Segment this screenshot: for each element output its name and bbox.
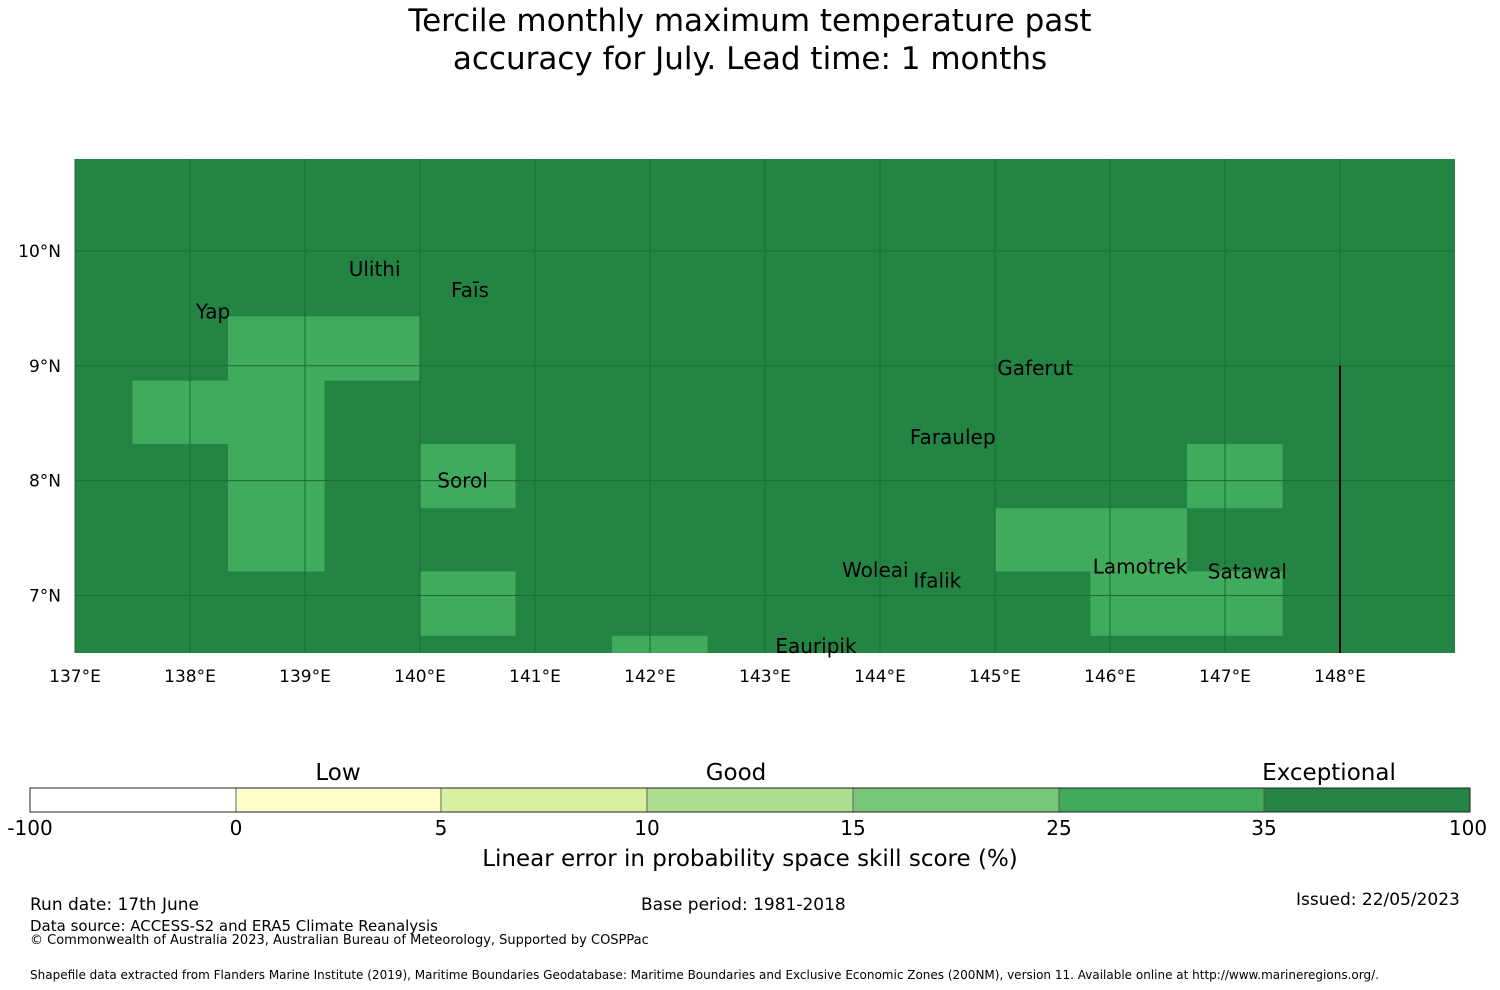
colorbar-tick-label: 5 [434, 816, 448, 840]
place-label: Ifalik [913, 568, 961, 592]
colorbar-tick-label: 15 [840, 816, 866, 840]
shapefile-credit: Shapefile data extracted from Flanders M… [30, 968, 1379, 982]
colorbar-tick-label: 35 [1251, 816, 1277, 840]
colorbar-segment [235, 787, 442, 813]
map-title: Tercile monthly maximum temperature past… [0, 2, 1500, 78]
skill-cell [1090, 571, 1283, 636]
skill-cell [612, 635, 708, 653]
colorbar-segment [1058, 787, 1265, 813]
colorbar-tick-label: 10 [634, 816, 660, 840]
title-line-1: Tercile monthly maximum temperature past [408, 3, 1092, 39]
skill-cell [132, 380, 228, 444]
colorbar-segment [440, 787, 648, 813]
colorbar-segment [1263, 787, 1471, 813]
colorbar-tick-label: 100 [1448, 816, 1488, 840]
skill-cell [995, 508, 1188, 572]
latitude-tick-label: 8°N [29, 472, 61, 492]
data-source: Data source: ACCESS-S2 and ERA5 Climate … [30, 917, 438, 935]
longitude-tick-label: 141°E [509, 667, 561, 687]
colorbar-segment [646, 787, 854, 813]
place-label: Faraulep [910, 425, 996, 449]
place-label: Eauripik [775, 634, 857, 658]
longitude-tick-label: 137°E [49, 667, 101, 687]
place-label: Woleai [842, 558, 909, 582]
place-label: Sorol [437, 469, 488, 493]
colorbar-axis-label: Linear error in probability space skill … [482, 846, 1018, 872]
skill-cell [227, 380, 325, 572]
place-label: Lamotrek [1093, 555, 1188, 579]
run-date: Run date: 17th June [30, 895, 199, 915]
longitude-tick-label: 145°E [969, 667, 1021, 687]
colorbar-caption-good: Good [705, 760, 767, 786]
colorbar-caption-low: Low [315, 760, 361, 786]
longitude-tick-label: 147°E [1199, 667, 1251, 687]
latitude-tick-label: 7°N [29, 587, 61, 607]
colorbar-caption-exceptional: Exceptional [1262, 760, 1396, 786]
issued-date: Issued: 22/05/2023 [1296, 890, 1460, 910]
title-line-2: accuracy for July. Lead time: 1 months [452, 41, 1048, 77]
place-label: Gaferut [997, 356, 1073, 380]
longitude-tick-label: 140°E [394, 667, 446, 687]
colorbar-frame [29, 787, 1471, 813]
longitude-tick-label: 146°E [1084, 667, 1136, 687]
longitude-tick-label: 138°E [164, 667, 216, 687]
skill-cell [420, 571, 516, 636]
colorbar-segment [29, 787, 237, 813]
latitude-tick-label: 10°N [18, 242, 61, 262]
colorbar-tick-label: 25 [1046, 816, 1072, 840]
colorbar-tick-label: -100 [7, 816, 53, 840]
longitude-tick-label: 144°E [854, 667, 906, 687]
copyright-notice: © Commonwealth of Australia 2023, Austra… [30, 933, 649, 948]
place-label: Ulithi [349, 257, 401, 281]
colorbar-tick-label: 0 [229, 816, 243, 840]
longitude-tick-label: 148°E [1314, 667, 1366, 687]
latitude-tick-label: 9°N [29, 357, 61, 377]
longitude-tick-label: 139°E [279, 667, 331, 687]
skill-cell [227, 316, 420, 381]
place-label: Faīs [451, 278, 489, 302]
longitude-tick-label: 142°E [624, 667, 676, 687]
longitude-tick-label: 143°E [739, 667, 791, 687]
place-label: Satawal [1208, 559, 1287, 583]
base-period: Base period: 1981-2018 [641, 895, 846, 915]
place-label: Yap [195, 300, 230, 324]
skill-cell [420, 443, 516, 509]
colorbar-segment [852, 787, 1060, 813]
skill-cell [1187, 443, 1283, 509]
